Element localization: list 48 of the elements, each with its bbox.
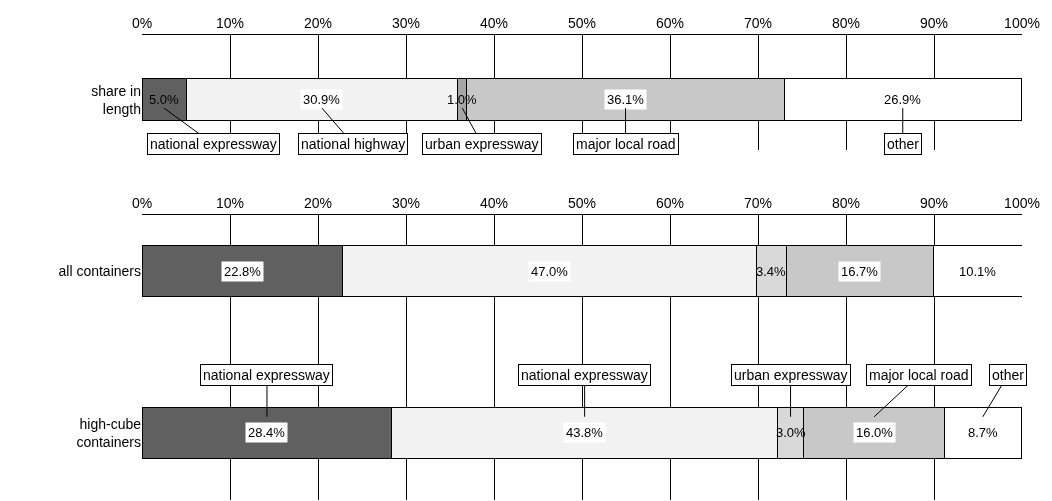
x-tick-label: 0% — [131, 195, 153, 212]
x-tick-label: 20% — [303, 15, 333, 32]
series-label: national expressway — [521, 367, 648, 383]
legend-label: urban expressway — [425, 136, 539, 152]
x-tick-label: 70% — [743, 195, 773, 212]
x-tick-label: 20% — [303, 195, 333, 212]
data-label: 3.4% — [756, 264, 787, 279]
legend-label: other — [887, 136, 920, 152]
text: urban expressway — [734, 367, 848, 383]
data-label: 47.0% — [531, 264, 569, 279]
x-tick-label: 50% — [567, 195, 597, 212]
x-tick-label: 90% — [919, 15, 949, 32]
x-tick-label: 100% — [1004, 15, 1040, 32]
legend-label: major local road — [576, 136, 676, 152]
legend-label: national highway — [301, 136, 406, 152]
y-tick-label: all containers — [58, 262, 141, 279]
x-tick-label: 60% — [655, 195, 685, 212]
series-label: national expressway — [203, 367, 330, 383]
legend-label: national expressway — [150, 136, 277, 152]
data-label: 28.4% — [248, 425, 286, 440]
x-tick-label: 40% — [479, 195, 509, 212]
data-label: 36.1% — [607, 92, 645, 107]
y-tick-label: share in length — [91, 82, 141, 117]
x-tick-label: 10% — [215, 195, 245, 212]
x-tick-label: 90% — [919, 195, 949, 212]
x-tick-label: 40% — [479, 15, 509, 32]
series-label: other — [992, 367, 1025, 383]
x-tick-label: 80% — [831, 195, 861, 212]
data-label: 30.9% — [303, 92, 341, 107]
x-tick-label: 80% — [831, 15, 861, 32]
x-tick-label: 70% — [743, 15, 773, 32]
x-tick-label: 100% — [1004, 195, 1040, 212]
x-tick-label: 50% — [567, 15, 597, 32]
x-tick-label: 30% — [391, 15, 421, 32]
legend-label: major local road — [869, 367, 969, 383]
y-tick-label: high-cube containers — [76, 415, 142, 450]
data-label: 8.7% — [968, 425, 999, 440]
data-label: 5.0% — [149, 92, 180, 107]
data-label: 22.8% — [224, 264, 262, 279]
data-label: 16.7% — [841, 264, 879, 279]
x-tick-label: 0% — [131, 15, 153, 32]
data-label: 10.1% — [959, 264, 997, 279]
data-label: 26.9% — [884, 92, 922, 107]
data-label: 43.8% — [566, 425, 604, 440]
x-tick-label: 10% — [215, 15, 245, 32]
data-label: 16.0% — [856, 425, 894, 440]
x-tick-label: 60% — [655, 15, 685, 32]
x-tick-label: 30% — [391, 195, 421, 212]
